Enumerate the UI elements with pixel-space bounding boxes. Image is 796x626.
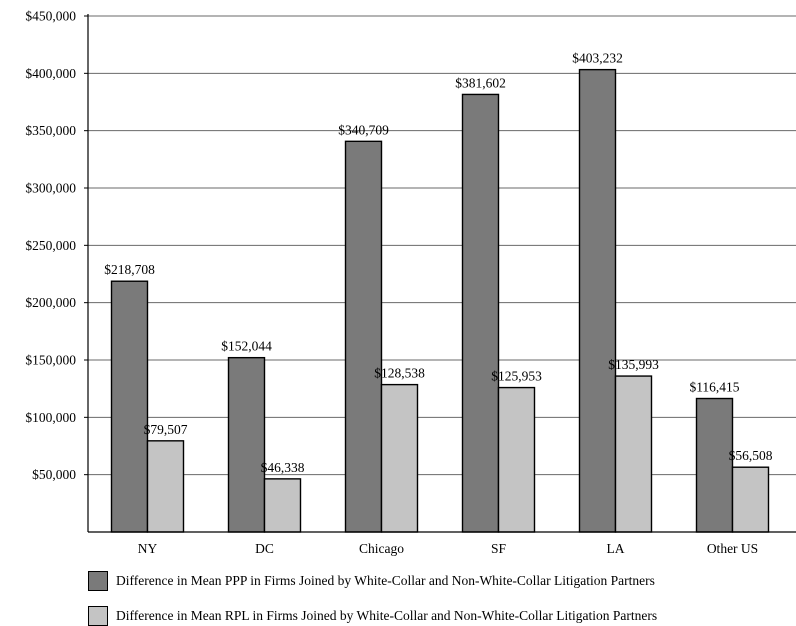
bar-ppp — [344, 140, 383, 533]
x-tick-label: NY — [138, 541, 158, 556]
legend-swatch-rpl — [88, 605, 108, 626]
data-label-ppp: $116,415 — [689, 380, 739, 395]
bar-ppp — [110, 280, 149, 533]
y-tick-label: $400,000 — [25, 66, 76, 81]
bar-ppp — [695, 397, 734, 533]
data-label-ppp: $340,709 — [338, 122, 389, 137]
data-labels: $218,708 $79,507 $152,044 $46,338 $340,709 $1… — [104, 51, 773, 475]
data-label-ppp: $152,044 — [221, 339, 272, 354]
x-tick-label: Other US — [707, 541, 758, 556]
bar-rpl — [614, 375, 653, 533]
x-tick-label: LA — [607, 541, 625, 556]
bar-rpl — [731, 466, 770, 533]
x-tick-label: DC — [255, 541, 274, 556]
data-label-rpl: $56,508 — [729, 448, 773, 463]
y-tick-label: $250,000 — [25, 238, 76, 253]
y-tick-label: $50,000 — [32, 467, 76, 482]
data-label-rpl: $46,338 — [261, 460, 305, 475]
legend-swatch-ppp — [88, 570, 108, 591]
legend-label-ppp: Difference in Mean PPP in Firms Joined b… — [116, 572, 655, 588]
bar-rpl — [263, 478, 302, 533]
x-tick-label: SF — [491, 541, 507, 556]
bar-rpl — [146, 440, 185, 533]
y-tick-label: $450,000 — [25, 9, 76, 24]
legend-item-rpl: Difference in Mean RPL in Firms Joined b… — [88, 605, 657, 626]
data-label-rpl: $135,993 — [608, 357, 659, 372]
data-label-rpl: $125,953 — [491, 369, 542, 384]
data-label-rpl: $79,507 — [144, 422, 188, 437]
y-tick-label: $100,000 — [25, 410, 76, 425]
bars — [110, 68, 770, 533]
x-tick-label: Chicago — [359, 541, 404, 556]
bar-ppp — [578, 68, 617, 533]
axes — [84, 14, 796, 533]
bar-ppp — [227, 356, 266, 533]
tick-labels: $50,000 $100,000 $150,000 $200,000 $250,000 $… — [25, 9, 758, 557]
bar-ppp — [461, 93, 500, 533]
legend-item-ppp: Difference in Mean PPP in Firms Joined b… — [88, 570, 655, 591]
y-tick-label: $300,000 — [25, 181, 76, 196]
bar-rpl — [497, 386, 536, 533]
legend-label-rpl: Difference in Mean RPL in Firms Joined b… — [116, 607, 658, 623]
data-label-ppp: $218,708 — [104, 262, 155, 277]
gridlines — [88, 15, 796, 476]
y-tick-label: $150,000 — [25, 353, 76, 368]
y-tick-label: $350,000 — [25, 123, 76, 138]
data-label-ppp: $403,232 — [572, 51, 623, 66]
data-label-ppp: $381,602 — [455, 75, 506, 90]
y-tick-label: $200,000 — [25, 295, 76, 310]
data-label-rpl: $128,538 — [374, 366, 425, 381]
bar-rpl — [380, 383, 419, 533]
